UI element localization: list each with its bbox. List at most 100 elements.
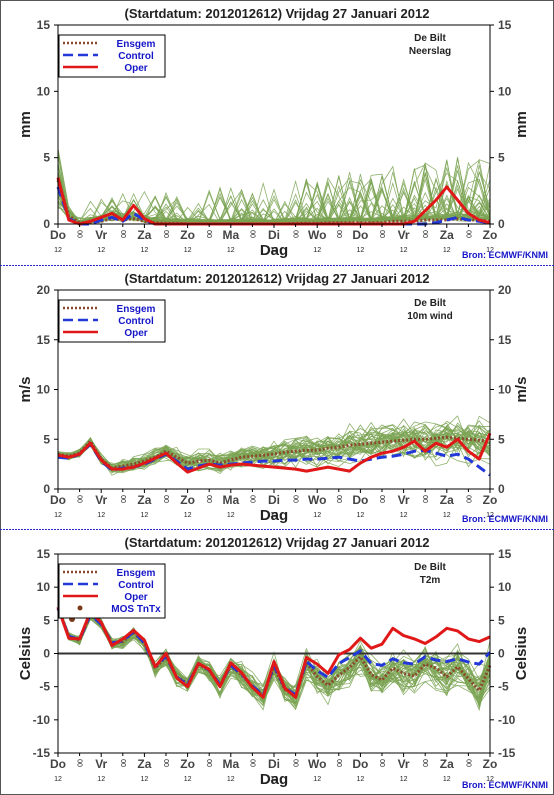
x-tick-hour: 12 bbox=[97, 247, 105, 254]
legend-label: Ensgem bbox=[117, 568, 156, 579]
x-tick-label-day: Vr bbox=[398, 493, 410, 507]
x-tick-hour: 12 bbox=[400, 512, 408, 519]
x-tick-label-day: Di bbox=[268, 757, 280, 771]
x-tick-midnight: 00 bbox=[335, 759, 342, 767]
x-tick-midnight: 00 bbox=[292, 230, 299, 238]
x-tick-hour: 12 bbox=[227, 512, 235, 519]
y-tick-label-left: 10 bbox=[37, 580, 51, 594]
x-tick-hour: 12 bbox=[141, 247, 149, 254]
y-tick-label-left: 0 bbox=[43, 217, 50, 231]
ensemble-member-line bbox=[57, 424, 491, 468]
y-tick-label-left: 5 bbox=[43, 151, 50, 165]
x-tick-label-day: Vr bbox=[95, 228, 107, 242]
x-tick-hour: 12 bbox=[443, 776, 451, 783]
x-tick-hour: 12 bbox=[97, 776, 105, 783]
parameter-label: T2m bbox=[420, 575, 441, 586]
x-axis-label: Dag bbox=[260, 242, 288, 259]
x-tick-label-day: Vr bbox=[95, 493, 107, 507]
series-line-control bbox=[57, 442, 491, 477]
x-tick-label-day: Ma bbox=[222, 757, 239, 771]
x-tick-label-day: Vr bbox=[398, 228, 410, 242]
legend-label: MOS TnTx bbox=[111, 604, 161, 615]
x-tick-hour: 12 bbox=[227, 776, 235, 783]
x-tick-hour: 12 bbox=[54, 247, 62, 254]
x-tick-hour: 12 bbox=[357, 776, 365, 783]
y-tick-label-right: 0 bbox=[498, 647, 505, 661]
ensemble-member-line bbox=[57, 425, 491, 470]
x-tick-label-day: Do bbox=[50, 493, 66, 507]
y-tick-label-left: 20 bbox=[37, 283, 51, 297]
x-tick-hour: 12 bbox=[486, 776, 494, 783]
ensemble-member-line bbox=[57, 418, 491, 474]
x-axis-label: Dag bbox=[260, 771, 288, 788]
ensemble-member-line bbox=[57, 415, 491, 470]
x-tick-label-day: Vr bbox=[398, 757, 410, 771]
x-tick-hour: 12 bbox=[141, 512, 149, 519]
x-tick-midnight: 00 bbox=[76, 495, 83, 503]
x-tick-hour: 12 bbox=[141, 776, 149, 783]
x-tick-label-day: Za bbox=[137, 228, 151, 242]
x-tick-hour: 12 bbox=[313, 512, 321, 519]
x-tick-midnight: 00 bbox=[464, 759, 471, 767]
legend-label: Ensgem bbox=[117, 304, 156, 315]
y-tick-label-right: 10 bbox=[498, 383, 512, 397]
x-tick-hour: 12 bbox=[270, 247, 278, 254]
x-tick-label-day: Za bbox=[137, 757, 151, 771]
legend-label: Control bbox=[118, 316, 154, 327]
x-tick-hour: 12 bbox=[184, 776, 192, 783]
y-axis-label-left: mm bbox=[17, 111, 34, 138]
x-tick-midnight: 00 bbox=[292, 495, 299, 503]
chart-title: (Startdatum: 2012012612) Vrijdag 27 Janu… bbox=[125, 6, 430, 21]
x-tick-label-day: Wo bbox=[308, 228, 326, 242]
x-tick-label-day: Wo bbox=[308, 757, 326, 771]
x-tick-hour: 12 bbox=[184, 512, 192, 519]
x-tick-midnight: 00 bbox=[119, 759, 126, 767]
x-tick-midnight: 00 bbox=[248, 759, 255, 767]
x-tick-label-day: Zo bbox=[180, 757, 195, 771]
x-tick-midnight: 00 bbox=[335, 230, 342, 238]
x-tick-hour: 12 bbox=[54, 512, 62, 519]
x-tick-midnight: 00 bbox=[335, 495, 342, 503]
x-tick-midnight: 00 bbox=[248, 230, 255, 238]
y-tick-label-right: -15 bbox=[498, 746, 516, 760]
y-tick-label-right: 5 bbox=[498, 613, 505, 627]
y-axis-label-right: m/s bbox=[513, 377, 530, 403]
x-axis-label: Dag bbox=[260, 507, 288, 524]
chart-panel-2: (Startdatum: 2012012612) Vrijdag 27 Janu… bbox=[17, 271, 548, 524]
x-tick-midnight: 00 bbox=[378, 230, 385, 238]
x-tick-label-day: Di bbox=[268, 493, 280, 507]
x-tick-midnight: 00 bbox=[205, 759, 212, 767]
x-tick-hour: 12 bbox=[313, 247, 321, 254]
y-tick-label-left: -5 bbox=[39, 680, 50, 694]
y-tick-label-right: 0 bbox=[498, 482, 505, 496]
x-tick-midnight: 00 bbox=[205, 495, 212, 503]
x-tick-hour: 12 bbox=[54, 776, 62, 783]
x-tick-label-day: Vr bbox=[95, 757, 107, 771]
x-tick-label-day: Do bbox=[352, 228, 368, 242]
series-line-oper bbox=[57, 432, 492, 474]
x-tick-midnight: 00 bbox=[378, 759, 385, 767]
y-tick-label-left: 0 bbox=[43, 647, 50, 661]
y-tick-label-right: -5 bbox=[498, 680, 509, 694]
x-tick-midnight: 00 bbox=[162, 230, 169, 238]
y-tick-label-right: 15 bbox=[498, 333, 512, 347]
x-tick-midnight: 00 bbox=[421, 495, 428, 503]
y-tick-label-left: 15 bbox=[37, 18, 51, 32]
chart-title: (Startdatum: 2012012612) Vrijdag 27 Janu… bbox=[125, 535, 430, 550]
legend-swatch-mos bbox=[77, 605, 83, 611]
legend-label: Control bbox=[118, 51, 154, 62]
source-label: Bron: ECMWF/KNMI bbox=[462, 514, 548, 524]
x-tick-midnight: 00 bbox=[421, 759, 428, 767]
ensemble-member-line bbox=[57, 431, 491, 470]
x-tick-label-day: Zo bbox=[483, 757, 498, 771]
y-tick-label-left: 10 bbox=[37, 383, 51, 397]
x-tick-midnight: 00 bbox=[76, 759, 83, 767]
x-tick-label-day: Za bbox=[440, 493, 454, 507]
x-tick-midnight: 00 bbox=[421, 230, 428, 238]
x-tick-label-day: Zo bbox=[483, 228, 498, 242]
x-tick-label-day: Do bbox=[50, 757, 66, 771]
chart-panel-3: (Startdatum: 2012012612) Vrijdag 27 Janu… bbox=[17, 535, 548, 790]
x-tick-label-day: Do bbox=[50, 228, 66, 242]
y-tick-label-left: 15 bbox=[37, 333, 51, 347]
